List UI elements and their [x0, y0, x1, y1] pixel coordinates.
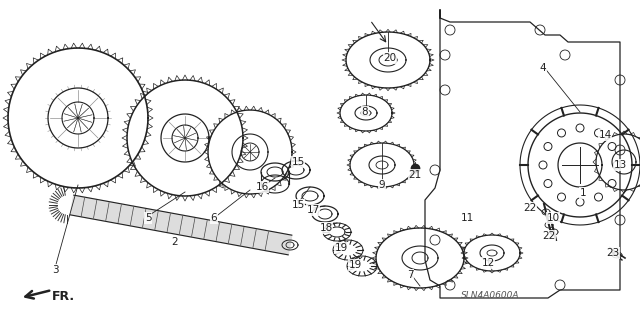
Polygon shape: [70, 195, 292, 255]
Text: 4: 4: [540, 63, 547, 73]
Text: 16: 16: [255, 182, 269, 192]
Text: 12: 12: [481, 258, 495, 268]
Text: 21: 21: [408, 170, 422, 180]
Text: 11: 11: [460, 213, 474, 223]
Text: 19: 19: [348, 260, 362, 270]
Text: 23: 23: [606, 248, 620, 258]
Text: 15: 15: [291, 157, 305, 167]
Text: FR.: FR.: [52, 290, 75, 302]
Text: 20: 20: [383, 53, 397, 63]
Text: 6: 6: [211, 213, 218, 223]
Text: 22: 22: [524, 203, 536, 213]
Text: 8: 8: [362, 107, 368, 117]
Text: 3: 3: [52, 265, 58, 275]
Text: 13: 13: [613, 160, 627, 170]
Text: 7: 7: [406, 270, 413, 280]
Text: 15: 15: [291, 200, 305, 210]
Text: 9: 9: [379, 180, 385, 190]
Text: 14: 14: [598, 130, 612, 140]
Text: 22: 22: [542, 231, 556, 241]
Text: 5: 5: [145, 213, 151, 223]
Text: SLN4A0600A: SLN4A0600A: [461, 291, 519, 300]
Text: 10: 10: [547, 213, 559, 223]
Text: 17: 17: [307, 205, 319, 215]
Text: 18: 18: [319, 223, 333, 233]
Text: 2: 2: [172, 237, 179, 247]
Text: 1: 1: [580, 188, 586, 198]
Text: 19: 19: [334, 243, 348, 253]
